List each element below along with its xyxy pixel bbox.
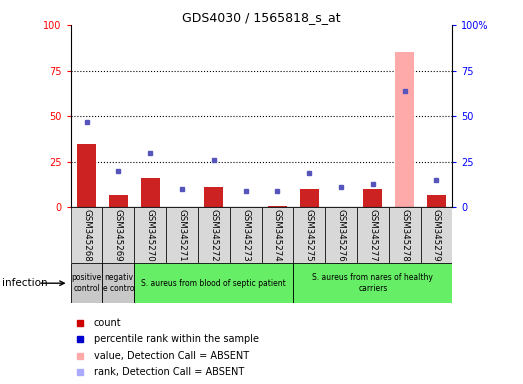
Text: GSM345278: GSM345278 (400, 209, 409, 262)
Text: GSM345279: GSM345279 (432, 209, 441, 262)
Bar (141, 178, 160, 207)
Bar (300, 189, 319, 207)
Bar (71, 263, 103, 303)
Text: infection: infection (2, 278, 47, 288)
Bar (363, 189, 382, 207)
Bar (230, 207, 262, 263)
Bar (103, 207, 134, 263)
Title: GDS4030 / 1565818_s_at: GDS4030 / 1565818_s_at (182, 11, 341, 24)
Bar (427, 195, 446, 207)
Bar (103, 263, 134, 303)
Text: GSM345272: GSM345272 (209, 209, 218, 262)
Text: GSM345271: GSM345271 (177, 209, 187, 262)
Text: percentile rank within the sample: percentile rank within the sample (94, 334, 258, 344)
Bar (389, 207, 420, 263)
Bar (134, 207, 166, 263)
Bar (357, 207, 389, 263)
Text: value, Detection Call = ABSENT: value, Detection Call = ABSENT (94, 351, 248, 361)
Bar (198, 207, 230, 263)
Bar (166, 207, 198, 263)
Text: S. aureus from nares of healthy
carriers: S. aureus from nares of healthy carriers (312, 273, 433, 293)
Text: GSM345269: GSM345269 (114, 209, 123, 262)
Bar (293, 263, 452, 303)
Text: S. aureus from blood of septic patient: S. aureus from blood of septic patient (141, 279, 286, 288)
Text: rank, Detection Call = ABSENT: rank, Detection Call = ABSENT (94, 367, 244, 377)
Text: GSM345276: GSM345276 (336, 209, 346, 262)
Bar (134, 263, 293, 303)
Bar (268, 205, 287, 207)
Text: GSM345268: GSM345268 (82, 209, 91, 262)
Text: GSM345277: GSM345277 (368, 209, 378, 262)
Text: negativ
e contro: negativ e contro (103, 273, 134, 293)
Bar (395, 52, 414, 207)
Text: count: count (94, 318, 121, 328)
Text: GSM345274: GSM345274 (273, 209, 282, 262)
Text: GSM345270: GSM345270 (145, 209, 155, 262)
Text: positive
control: positive control (71, 273, 101, 293)
Bar (293, 207, 325, 263)
Bar (77, 144, 96, 207)
Bar (420, 207, 452, 263)
Text: GSM345275: GSM345275 (305, 209, 314, 262)
Bar (325, 207, 357, 263)
Bar (71, 207, 103, 263)
Bar (109, 195, 128, 207)
Bar (204, 187, 223, 207)
Bar (262, 207, 293, 263)
Text: GSM345273: GSM345273 (241, 209, 250, 262)
